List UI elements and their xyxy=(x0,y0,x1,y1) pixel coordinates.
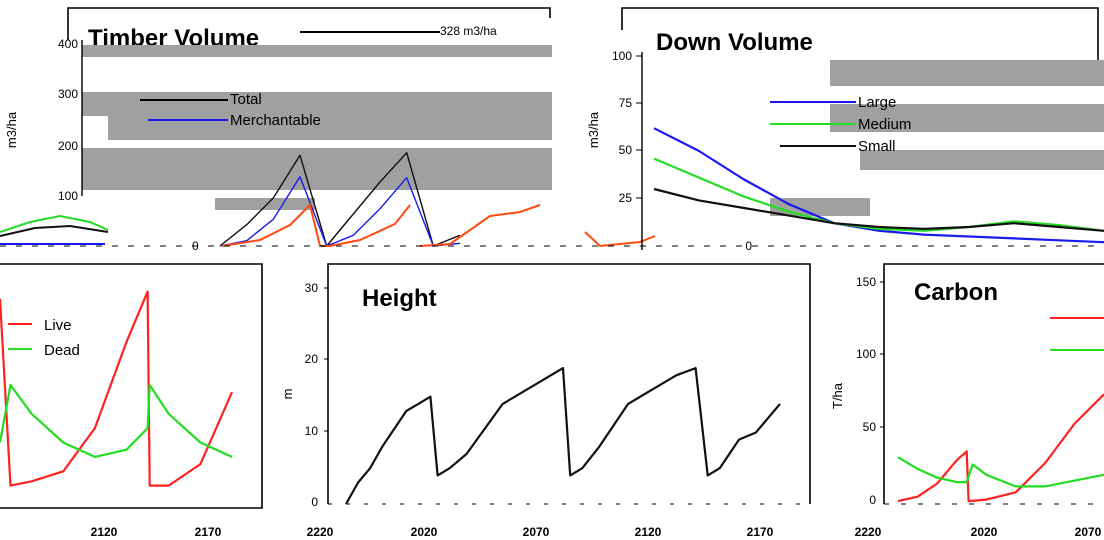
height-xtick: 2020 xyxy=(411,525,438,539)
legend-label-medium: Medium xyxy=(858,116,911,133)
height-plot-area xyxy=(345,367,781,505)
down-band xyxy=(770,198,870,216)
timber-frame xyxy=(67,7,551,40)
down-band xyxy=(860,150,1104,170)
carbon-plot-area xyxy=(897,393,1104,503)
timber-ytick: 200 xyxy=(58,139,78,153)
height-xtick: 2120 xyxy=(635,525,662,539)
timber-annotation: 328 m3/ha xyxy=(440,24,497,38)
down-ytick-zero: 0 xyxy=(745,239,752,253)
down-band xyxy=(830,60,1104,86)
down-series-medium xyxy=(653,157,1104,232)
snags-plot-area xyxy=(0,290,234,487)
legend-label-large: Large xyxy=(858,94,896,111)
down-band xyxy=(830,104,1104,132)
legend-label-merchantable: Merchantable xyxy=(230,112,321,129)
timber-band xyxy=(215,198,315,210)
carbon-ytick: 0 xyxy=(869,493,876,507)
carbon-ylabel: T/ha xyxy=(830,382,845,409)
live-dead-panel: Live Dead 2120 2170 2220 xyxy=(0,263,334,539)
carbon-series-line-1 xyxy=(897,456,1104,488)
height-ytick: 10 xyxy=(305,424,319,438)
timber-series-total xyxy=(219,151,461,247)
timber-ytick: 100 xyxy=(58,189,78,203)
mid-strip-zero: 0 xyxy=(192,239,199,253)
height-panel: Height 30 20 10 0 m 2020 2070 2120 2170 … xyxy=(280,263,882,539)
carbon-ytick: 50 xyxy=(863,420,877,434)
strip-fragment-2 xyxy=(584,231,656,248)
strip-fragment-3 xyxy=(0,214,109,233)
down-volume-panel: Down Volume 100 75 50 25 0 m3/ha Large M… xyxy=(586,7,1104,253)
legend-label-small: Small xyxy=(858,138,896,155)
snags-xtick: 2170 xyxy=(195,525,222,539)
height-title: Height xyxy=(362,285,437,312)
timber-volume-panel: Timber Volume 328 m3/ha 400 300 200 100 … xyxy=(0,7,656,248)
timber-ytick: 400 xyxy=(58,37,78,51)
strip-fragment-4 xyxy=(0,224,109,237)
legend-label-total: Total xyxy=(230,91,262,108)
down-ytick: 100 xyxy=(612,49,632,63)
down-series-large xyxy=(653,127,1104,244)
legend-label-dead: Dead xyxy=(44,342,80,359)
timber-band xyxy=(82,148,552,190)
down-series-small xyxy=(653,187,1104,232)
snags-series-live xyxy=(0,290,234,487)
height-frame xyxy=(327,263,811,504)
height-xtick: 2070 xyxy=(523,525,550,539)
snags-xtick: 2120 xyxy=(91,525,118,539)
height-ytick: 0 xyxy=(311,495,318,509)
height-xtick: 2220 xyxy=(855,525,882,539)
timber-ylabel: m3/ha xyxy=(4,111,19,148)
height-ytick: 30 xyxy=(305,281,319,295)
legend-label-live: Live xyxy=(44,317,72,334)
carbon-ytick: 150 xyxy=(856,275,876,289)
down-plot-area xyxy=(653,127,1104,244)
down-frame xyxy=(621,7,1099,60)
down-ylabel: m3/ha xyxy=(586,111,601,148)
down-ytick: 25 xyxy=(619,191,633,205)
snags-series-dead xyxy=(0,383,233,458)
carbon-series-line-0 xyxy=(897,393,1104,503)
timber-band xyxy=(82,45,552,57)
down-ytick: 50 xyxy=(619,143,633,157)
carbon-ytick: 100 xyxy=(856,347,876,361)
timber-ytick: 300 xyxy=(58,87,78,101)
snags-frame xyxy=(0,263,263,509)
carbon-title: Carbon xyxy=(914,279,998,306)
height-series-line-0 xyxy=(345,367,781,505)
height-xtick: 2170 xyxy=(747,525,774,539)
snags-xtick: 2220 xyxy=(307,525,334,539)
height-ylabel: m xyxy=(280,389,295,400)
carbon-panel: Carbon 150 100 50 0 T/ha 2020 2070 xyxy=(830,263,1104,539)
timber-series-merchantable xyxy=(219,175,461,247)
down-ytick: 75 xyxy=(619,96,633,110)
mid-strip: 0 xyxy=(0,239,1104,253)
carbon-xtick: 2020 xyxy=(971,525,998,539)
down-title: Down Volume xyxy=(656,29,813,56)
strip-fragment-1 xyxy=(419,204,541,247)
carbon-xtick: 2070 xyxy=(1075,525,1102,539)
height-ytick: 20 xyxy=(305,352,319,366)
carbon-frame xyxy=(883,263,1104,504)
